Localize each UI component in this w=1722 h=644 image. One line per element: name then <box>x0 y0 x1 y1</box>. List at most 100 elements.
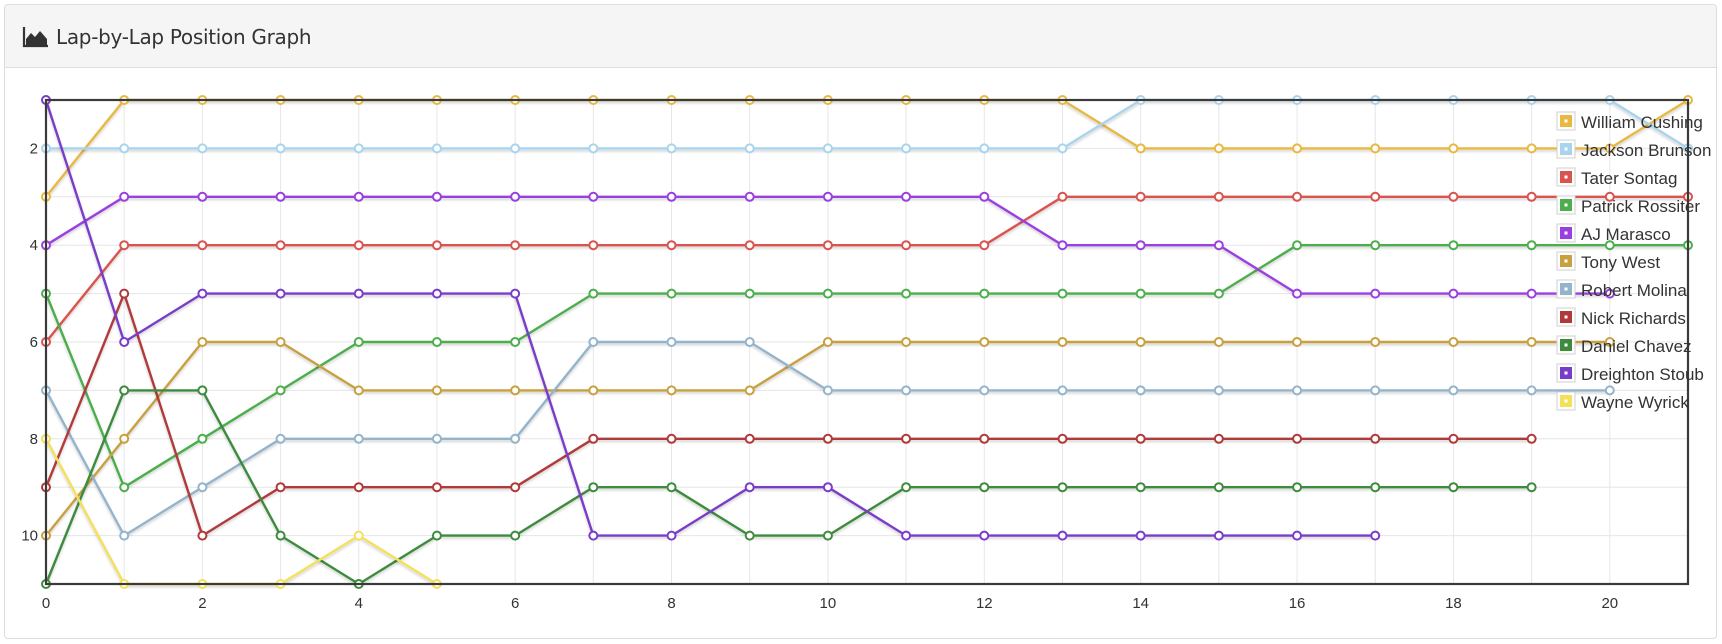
data-point <box>666 433 677 444</box>
data-point <box>1292 240 1303 251</box>
y-tick-label: 6 <box>30 334 38 351</box>
data-point <box>901 191 912 202</box>
data-point <box>744 385 755 396</box>
data-point <box>1604 288 1615 299</box>
panel-title: Lap-by-Lap Position Graph <box>22 23 312 51</box>
data-point <box>510 530 521 541</box>
legend-swatch-dot <box>1564 119 1568 123</box>
legend-item: AJ Marasco <box>1556 223 1671 244</box>
data-point <box>588 240 599 251</box>
data-point <box>1292 433 1303 444</box>
data-point <box>588 530 599 541</box>
series-line <box>44 99 1376 537</box>
data-point <box>1057 143 1068 154</box>
data-point <box>275 240 286 251</box>
data-point <box>744 530 755 541</box>
data-point <box>666 385 677 396</box>
data-point <box>197 337 208 347</box>
data-point <box>353 143 364 154</box>
legend-label: Dreighton Stoub <box>1581 365 1704 384</box>
data-point <box>1526 191 1537 202</box>
data-point <box>1292 143 1303 154</box>
legend-label: Wayne Wyrick <box>1581 393 1689 412</box>
data-point <box>979 191 990 202</box>
data-point <box>275 530 286 541</box>
legend: William Cushing Jackson Brunson Tater Sont… <box>1556 111 1711 412</box>
data-point <box>901 385 912 396</box>
data-point <box>353 288 364 299</box>
legend-swatch-dot <box>1564 399 1568 403</box>
data-point <box>197 530 208 541</box>
data-point <box>1135 433 1146 444</box>
data-point <box>1448 482 1459 493</box>
data-point <box>275 143 286 154</box>
series-robert-molina <box>41 337 1615 541</box>
x-tick-label: 2 <box>198 595 206 612</box>
data-point <box>1448 143 1459 154</box>
data-point <box>510 433 521 444</box>
data-point <box>1370 385 1381 396</box>
data-point <box>979 337 990 347</box>
data-point <box>197 288 208 299</box>
data-point <box>979 143 990 154</box>
data-point <box>588 143 599 154</box>
data-point <box>431 385 442 396</box>
y-tick-label: 2 <box>30 140 38 157</box>
area-chart-icon <box>22 27 48 48</box>
panel-header: Lap-by-Lap Position Graph <box>5 5 1716 68</box>
data-point <box>1135 482 1146 493</box>
data-point <box>744 433 755 444</box>
data-point <box>588 337 599 347</box>
data-point <box>1526 337 1537 347</box>
legend-label: Nick Richards <box>1581 309 1686 328</box>
y-tick-label: 10 <box>21 528 38 545</box>
data-point <box>822 191 833 202</box>
data-point <box>119 530 130 541</box>
data-point <box>901 288 912 299</box>
data-point <box>119 337 130 347</box>
data-point <box>666 191 677 202</box>
data-point <box>1292 191 1303 202</box>
data-point <box>353 240 364 251</box>
data-point <box>666 482 677 493</box>
data-point <box>431 530 442 541</box>
data-point <box>1604 191 1615 202</box>
legend-item: Tony West <box>1556 251 1660 272</box>
legend-label: Tony West <box>1581 253 1660 272</box>
legend-item: Robert Molina <box>1556 279 1687 300</box>
data-point <box>1292 385 1303 396</box>
data-point <box>744 240 755 251</box>
data-point <box>666 143 677 154</box>
data-point <box>822 385 833 396</box>
data-point <box>119 191 130 202</box>
x-tick-label: 16 <box>1289 595 1306 612</box>
legend-swatch-dot <box>1564 231 1568 235</box>
data-point <box>1292 288 1303 299</box>
data-point <box>353 191 364 202</box>
data-point <box>1448 385 1459 396</box>
data-point <box>1057 385 1068 396</box>
data-point <box>1135 337 1146 347</box>
legend-swatch-dot <box>1564 287 1568 291</box>
x-tick-label: 8 <box>667 595 675 612</box>
data-point <box>901 482 912 493</box>
data-point <box>275 191 286 202</box>
data-point <box>275 288 286 299</box>
data-point <box>1526 288 1537 299</box>
data-point <box>197 433 208 444</box>
data-point <box>822 143 833 154</box>
data-point <box>197 240 208 251</box>
series-daniel-chavez <box>41 385 1537 589</box>
data-point <box>1057 288 1068 299</box>
legend-label: Robert Molina <box>1581 281 1687 300</box>
data-point <box>353 385 364 396</box>
data-point <box>744 143 755 154</box>
data-point <box>744 482 755 493</box>
data-point <box>119 143 130 154</box>
data-point <box>1604 337 1615 347</box>
data-point <box>588 433 599 444</box>
legend-item: Daniel Chavez <box>1556 335 1692 356</box>
data-point <box>744 288 755 299</box>
data-point <box>1604 240 1615 251</box>
data-point <box>510 337 521 347</box>
